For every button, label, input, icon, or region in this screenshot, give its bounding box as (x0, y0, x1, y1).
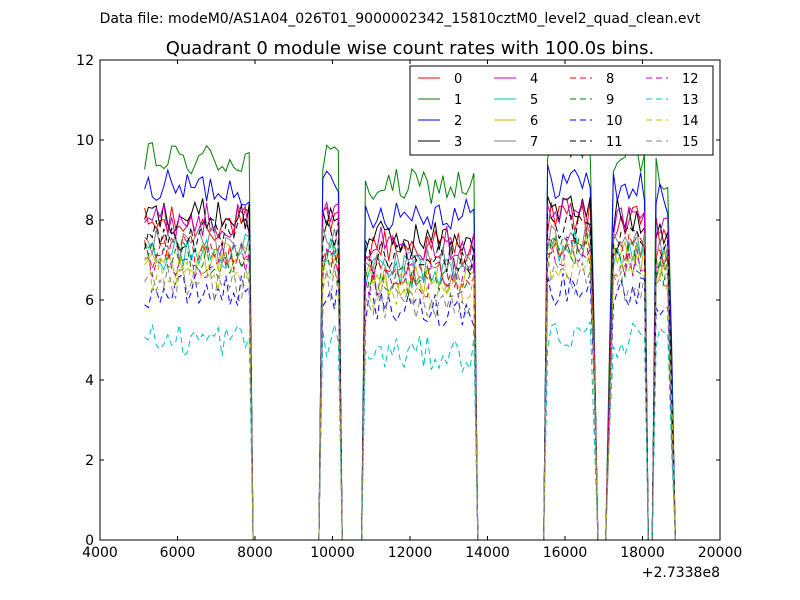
y-tick-label: 0 (85, 533, 94, 549)
x-tick-label: 8000 (237, 545, 273, 561)
x-tick-label: 18000 (620, 545, 665, 561)
series-line-10 (144, 273, 676, 540)
legend-label-13: 13 (682, 93, 699, 108)
chart-suptitle: Data file: modeM0/AS1A04_026T01_90000023… (100, 11, 701, 27)
legend-label-6: 6 (530, 114, 538, 129)
x-tick-label: 14000 (465, 545, 510, 561)
series-line-12 (144, 236, 676, 540)
y-tick-label: 8 (85, 213, 94, 229)
series-line-9 (144, 235, 676, 540)
legend-label-8: 8 (606, 72, 614, 87)
legend-label-4: 4 (530, 72, 538, 87)
x-tick-label: 20000 (698, 545, 743, 561)
chart-title: Quadrant 0 module wise count rates with … (166, 38, 655, 59)
y-tick-label: 6 (85, 293, 94, 309)
series-line-3 (144, 195, 676, 540)
legend-label-11: 11 (606, 135, 623, 150)
legend-label-0: 0 (454, 72, 462, 87)
y-tick-label: 2 (85, 453, 94, 469)
series-line-2 (144, 164, 676, 540)
legend-box (409, 65, 714, 156)
series-line-13 (144, 321, 676, 540)
axis-ticks: 4000 6000 8000 10000 12000 14000 16000 18000 200… (76, 53, 742, 561)
legend-label-10: 10 (606, 114, 623, 129)
x-tick-label: 6000 (160, 545, 196, 561)
legend-label-7: 7 (530, 135, 538, 150)
legend-label-5: 5 (530, 93, 538, 108)
y-tick-label: 12 (76, 53, 94, 69)
legend-label-12: 12 (682, 72, 699, 87)
series-line-4 (144, 197, 676, 540)
x-tick-label: 12000 (388, 545, 433, 561)
series-line-14 (144, 251, 676, 540)
legend-label-15: 15 (682, 135, 699, 150)
x-tick-label: 4000 (82, 545, 118, 561)
legend-label-14: 14 (682, 114, 699, 129)
legend-label-1: 1 (454, 93, 462, 108)
series-line-15 (144, 261, 676, 540)
legend-label-3: 3 (454, 135, 462, 150)
x-tick-label: 10000 (310, 545, 355, 561)
y-tick-label: 4 (85, 373, 94, 389)
series-line-8 (144, 229, 676, 540)
series-line-0 (144, 200, 676, 540)
legend-label-2: 2 (454, 114, 462, 129)
series-line-11 (144, 212, 676, 540)
x-tick-label: 16000 (543, 545, 588, 561)
x-offset-label: +2.7338e8 (642, 565, 720, 581)
legend-label-9: 9 (606, 93, 614, 108)
series-layer (144, 136, 676, 540)
y-tick-label: 10 (76, 133, 94, 149)
